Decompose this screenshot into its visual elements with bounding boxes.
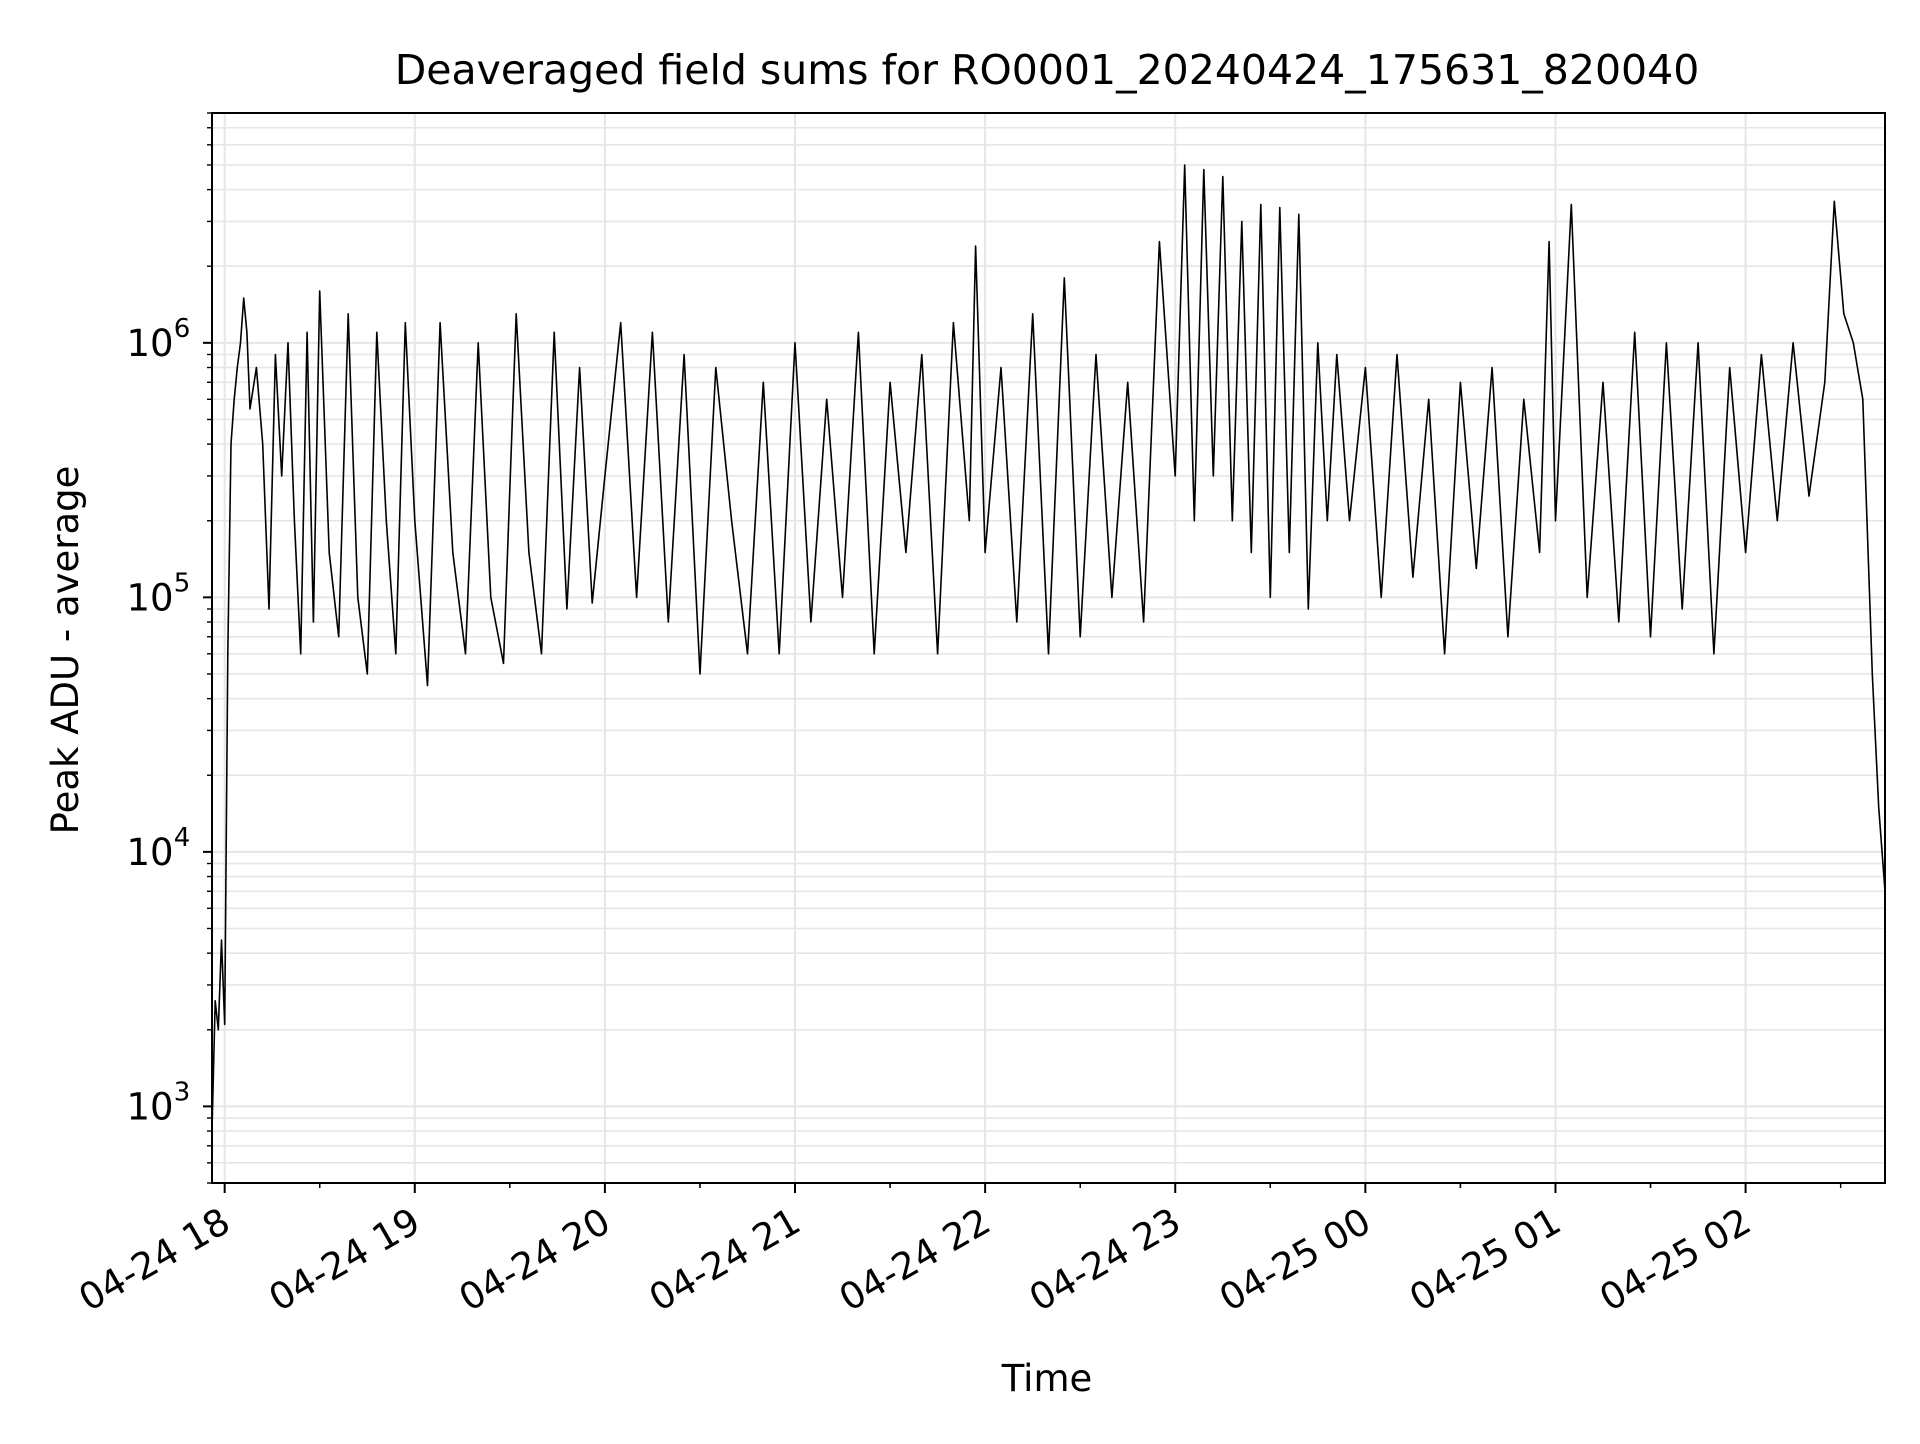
chart-title: Deaveraged field sums for RO0001_2024042… [395, 46, 1700, 94]
y-tick-label: 10 [126, 576, 173, 619]
y-tick-label: 10 [126, 831, 173, 874]
plot-frame [211, 112, 1886, 1184]
y-tick-exponent: 6 [174, 314, 191, 344]
data-line-layer [211, 164, 1886, 1132]
grid-layer [212, 112, 1885, 1184]
y-tick-exponent: 5 [174, 568, 191, 598]
y-tick-exponent: 3 [174, 1077, 191, 1107]
y-axis-label: Peak ADU - average [44, 466, 87, 835]
y-tick-label: 10 [126, 1085, 173, 1128]
x-axis-label: Time [1001, 1357, 1093, 1400]
y-tick-exponent: 4 [174, 823, 191, 853]
y-tick-label: 10 [126, 322, 173, 365]
series-line [211, 164, 1886, 1132]
